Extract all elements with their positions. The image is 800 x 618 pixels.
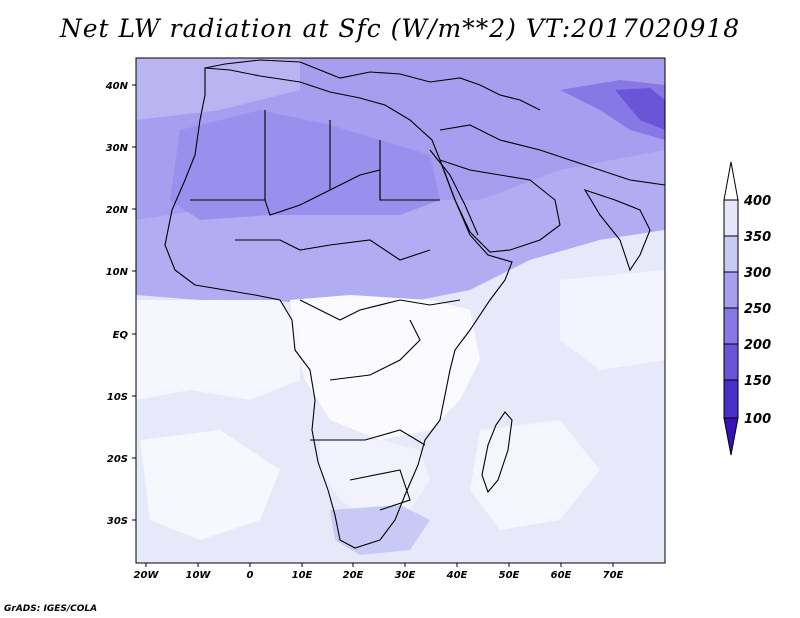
coastlines (164, 59, 665, 549)
y-tick-label: 40N (105, 81, 129, 92)
colorbar-label: 250 (744, 302, 771, 317)
y-tick-label: 10N (106, 267, 129, 278)
y-tick-label: 10S (107, 392, 128, 403)
plot-frame (135, 57, 666, 564)
x-axis-labels: 20W 10W 0 10E 20E 30E 40E 50E 60E 70E (134, 570, 624, 581)
radiation-field (136, 58, 665, 563)
y-tick-label: 20S (107, 454, 128, 465)
colorbar-arrow-bottom (723, 417, 739, 456)
y-axis-labels: 40N 30N 20N 10N EQ 10S 20S 30S (105, 81, 129, 527)
x-tick-label: 20E (343, 570, 364, 581)
colorbar-label: 100 (744, 412, 771, 427)
colorbar-label: 400 (743, 194, 771, 209)
x-tick-label: 60E (551, 570, 572, 581)
map-title: Net LW radiation at Sfc (W/m**2) VT:2017… (59, 14, 741, 43)
x-tick-label: 10E (292, 570, 313, 581)
x-tick-label: 70E (603, 570, 624, 581)
y-tick-label: EQ (113, 330, 129, 341)
colorbar-label: 150 (744, 374, 771, 389)
colorbar-arrow-top (723, 161, 739, 201)
colorbar: 400 350 300 250 200 150 100 (723, 161, 771, 456)
tick-marks (132, 84, 614, 567)
y-tick-label: 30S (107, 516, 128, 527)
colorbar-segment (723, 379, 739, 419)
y-tick-label: 30N (106, 143, 129, 154)
colorbar-segment (723, 343, 739, 381)
colorbar-label: 300 (744, 266, 771, 281)
x-tick-label: 20W (134, 570, 160, 581)
colorbar-segment (723, 307, 739, 345)
y-tick-label: 20N (106, 205, 129, 216)
x-tick-label: 50E (499, 570, 520, 581)
x-tick-label: 40E (446, 570, 468, 581)
colorbar-segment (723, 199, 739, 237)
x-tick-label: 10W (186, 570, 212, 581)
colorbar-label: 200 (744, 338, 771, 353)
grads-credit: GrADS: IGES/COLA (4, 604, 98, 614)
colorbar-segment (723, 271, 739, 309)
x-tick-label: 0 (247, 570, 254, 581)
colorbar-label: 350 (744, 230, 771, 245)
x-tick-label: 30E (395, 570, 416, 581)
colorbar-segment (723, 235, 739, 273)
